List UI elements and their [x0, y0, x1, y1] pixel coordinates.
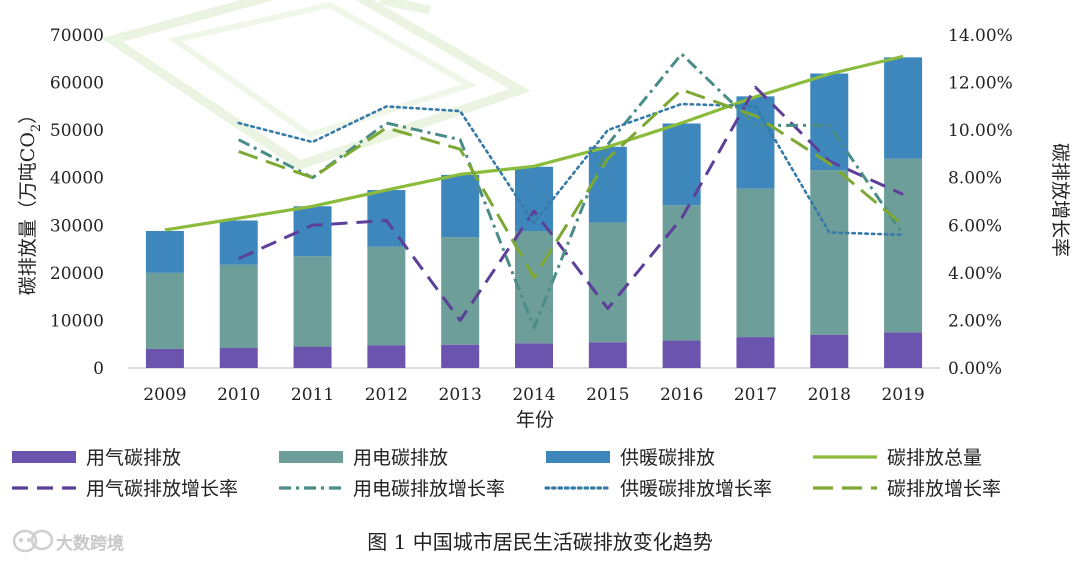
bar-elec-2017	[736, 188, 775, 338]
bar-gas-2010	[219, 348, 258, 368]
bar-elec-2016	[662, 205, 701, 341]
bar-heat-2011	[293, 206, 332, 257]
bar-elec-2018	[810, 170, 849, 335]
left-y-tick-label: 70000	[50, 26, 104, 46]
bar-heat-2019	[884, 57, 923, 159]
x-tick-label: 2013	[439, 385, 482, 405]
right-y-tick-label: 12.00%	[948, 74, 1013, 94]
left-y-tick-label: 20000	[50, 264, 104, 284]
legend-label: 碳排放总量	[887, 447, 982, 469]
legend-item-gas_rate: 用气碳排放增长率	[12, 478, 238, 500]
legend-label: 供暖碳排放增长率	[620, 478, 772, 500]
x-tick-label: 2015	[586, 385, 629, 405]
left-y-tick-label: 30000	[50, 216, 104, 236]
bar-gas-2012	[367, 345, 406, 368]
legend-item-heat: 供暖碳排放	[546, 447, 715, 469]
bar-heat-2016	[662, 123, 701, 206]
bar-gas-2015	[588, 342, 627, 368]
legend-label: 用气碳排放增长率	[86, 478, 238, 500]
left-y-axis-title-subscript: 2	[29, 124, 44, 132]
x-tick-label: 2011	[291, 385, 334, 405]
bar-elec-2012	[367, 246, 406, 346]
right-y-tick-label: 4.00%	[948, 264, 1002, 284]
right-y-axis-title: 碳排放增长率	[1049, 143, 1071, 257]
right-y-tick-label: 10.00%	[948, 121, 1013, 141]
legend-swatch	[279, 451, 343, 463]
bar-elec-2015	[588, 222, 627, 343]
x-tick-label: 2016	[660, 385, 703, 405]
right-y-tick-label: 14.00%	[948, 26, 1013, 46]
bar-elec-2011	[293, 256, 332, 347]
right-y-tick-label: 2.00%	[948, 311, 1002, 331]
bar-elec-2010	[219, 264, 258, 349]
x-axis-title: 年份	[516, 409, 554, 431]
watermark-logo-icon	[12, 529, 54, 553]
watermark-text: 大数跨境	[56, 533, 124, 554]
bar-elec-2019	[884, 158, 923, 333]
line-gas_rate	[238, 85, 904, 322]
legend-label: 供暖碳排放	[620, 447, 715, 469]
left-y-tick-label: 50000	[50, 121, 104, 141]
line-heat_rate	[237, 102, 905, 237]
legend-item-elec: 用电碳排放	[279, 447, 448, 469]
x-tick-label: 2017	[734, 385, 777, 405]
x-tick-label: 2010	[217, 385, 260, 405]
legend-item-heat_rate: 供暖碳排放增长率	[544, 478, 772, 500]
x-tick-label: 2014	[512, 385, 555, 405]
line-total-emission	[164, 54, 904, 232]
left-y-tick-label: 0	[93, 359, 104, 379]
bar-elec-2013	[441, 237, 480, 345]
labels-group: 0 10000 20000 30000 40000 50000 60000 70000 0.00…	[50, 26, 1013, 405]
bar-gas-2019	[884, 332, 923, 368]
bar-gas-2018	[810, 334, 849, 368]
legend-item-elec_rate: 用电碳排放增长率	[279, 478, 505, 500]
bar-heat-2009	[145, 230, 184, 273]
left-y-axis-title-end: ）	[17, 105, 39, 124]
legend-item-total_rate: 碳排放增长率	[813, 478, 1001, 500]
bar-gas-2009	[145, 348, 184, 368]
legend-label: 用气碳排放	[86, 447, 181, 469]
x-tick-label: 2019	[881, 385, 924, 405]
line-elec_rate	[238, 52, 905, 330]
bar-heat-2013	[441, 174, 480, 238]
legend-item-gas: 用气碳排放	[12, 447, 181, 469]
bar-heat-2014	[515, 166, 553, 231]
x-tick-label: 2009	[143, 385, 186, 405]
legend-label: 用电碳排放	[353, 447, 448, 469]
legend-swatch	[12, 451, 76, 463]
right-y-tick-label: 8.00%	[948, 169, 1002, 189]
bar-gas-2017	[736, 337, 775, 368]
legend-swatch	[546, 451, 610, 463]
bar-elec-2009	[145, 272, 184, 349]
left-y-tick-label: 40000	[50, 169, 104, 189]
bar-gas-2013	[441, 344, 480, 368]
x-tick-label: 2018	[808, 385, 851, 405]
legend-label: 碳排放增长率	[887, 478, 1001, 500]
legend-label: 用电碳排放增长率	[353, 478, 505, 500]
left-y-axis-title-main: 碳排放量（万吨CO	[17, 132, 39, 295]
legend-item-total: 碳排放总量	[813, 447, 982, 469]
bar-gas-2016	[662, 340, 701, 368]
background-watermark-shape	[101, 0, 531, 170]
line-total_rate	[238, 88, 905, 280]
lines-group	[164, 52, 905, 330]
left-y-tick-label: 60000	[50, 74, 104, 94]
right-y-tick-label: 0.00%	[948, 359, 1002, 379]
bar-gas-2011	[293, 346, 332, 368]
x-tick-label: 2012	[365, 385, 408, 405]
left-y-axis-title: 碳排放量（万吨CO2）	[17, 105, 44, 295]
figure-caption: 图 1 中国城市居民生活碳排放变化趋势	[367, 530, 712, 554]
bar-gas-2014	[515, 343, 553, 368]
left-y-tick-label: 10000	[50, 311, 104, 331]
right-y-tick-label: 6.00%	[948, 216, 1002, 236]
